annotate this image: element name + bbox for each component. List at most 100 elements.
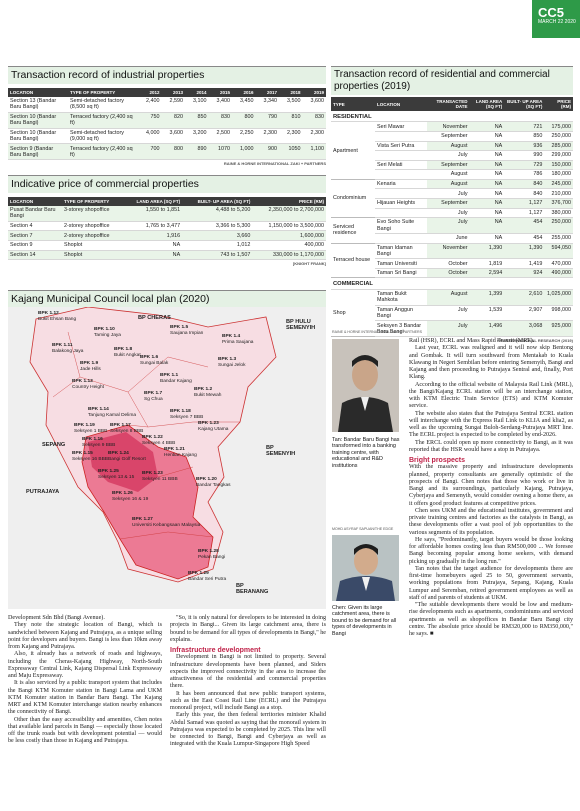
- map-zone-label: BPK 1.2 Bukit Mewah: [194, 387, 221, 398]
- industrial-value: 750: [138, 112, 162, 129]
- table-row: August NA 786 180,000: [331, 169, 573, 180]
- zone-name: Sungai Jelok: [218, 362, 246, 368]
- cp-location: Section 9: [8, 240, 62, 251]
- map-zone-label: BPK 1.29 Bandar Seri Putra: [188, 571, 226, 582]
- residential-date: September: [427, 198, 470, 209]
- table-row: Section 9 Shoplot NA 1,012 400,000: [8, 240, 326, 251]
- cp-price: 400,000: [252, 240, 326, 251]
- zone-name: Seksyen 7 BBB: [170, 414, 204, 420]
- residential-land: 1,399: [469, 289, 505, 306]
- cp-built: 3,660: [182, 230, 253, 241]
- zone-code: BPK 1.12: [38, 311, 59, 316]
- zone-code: BPK 1.22: [142, 435, 163, 440]
- industrial-value: 1070: [208, 143, 232, 161]
- residential-price: 998,000: [544, 305, 573, 322]
- paragraph: Also, it already has a network of roads …: [8, 651, 162, 679]
- residential-price: 490,000: [544, 268, 573, 279]
- industrial-value: 850: [185, 112, 209, 129]
- zone-name: Seksyen 11 BBB: [142, 476, 178, 482]
- map-zone-label: BPK 1.19 Seksyen 1 BBB: [74, 423, 107, 434]
- zone-code: BPK 1.14: [88, 407, 109, 412]
- residential-date: July: [427, 320, 470, 338]
- commercial-section-row-label: COMMERCIAL: [331, 277, 573, 290]
- district-cheras: BP CHERAS: [138, 315, 171, 321]
- industrial-value: 1,000: [232, 143, 256, 161]
- zone-name: Sungai Balak: [140, 360, 169, 366]
- residential-date: July: [427, 208, 470, 219]
- paragraph: With the massive property and infrastruc…: [409, 464, 573, 507]
- residential-land: NA: [469, 217, 505, 234]
- table-row: September NA 850 250,000: [331, 131, 573, 142]
- residential-date: June: [427, 233, 470, 244]
- map-zone-label: BPK 1.18 Seksyen 7 BBB: [170, 409, 203, 420]
- residential-land: NA: [469, 198, 505, 209]
- article-column-1: Development Sdn Bhd (Bangi Avenue). They …: [8, 615, 162, 746]
- cp-land: 1,550 to 1,851: [123, 206, 183, 222]
- map-zone-label: BPK 1.27 Universiti Kebangsaan Malaysia: [132, 517, 200, 528]
- table-row: Section 10 (Bandar Baru Bangi) Terraced f…: [8, 112, 326, 129]
- residential-date: August: [427, 141, 470, 152]
- residential-location: Taman Bukit Mahkota: [375, 289, 427, 306]
- residential-land: NA: [469, 169, 505, 180]
- residential-built: 2,907: [504, 305, 545, 322]
- cp-type: Shoplot: [62, 240, 124, 251]
- table-row: Seksyen 3 Bandar Baru Bangi July 1,496 3,06…: [331, 320, 573, 338]
- table-row: Section 9 (Bandar Baru Bangi) Terraced fa…: [8, 143, 326, 161]
- map-zone-label: BPK 1.11 Balakong Jaya: [52, 343, 83, 354]
- map-zone-label: BPK 1.10 Taming Jaya: [94, 327, 121, 338]
- zone-code: BPK 1.15: [72, 451, 93, 456]
- residential-header-cell: LAND AREA (SQ FT): [469, 97, 505, 111]
- zone-code: BPK 1.27: [132, 517, 153, 522]
- cp-built: 3,366 to 5,300: [182, 221, 253, 232]
- industrial-type: Semi-detached factory (8,500 sq ft): [68, 97, 138, 113]
- residential-location: [375, 208, 427, 219]
- zone-name: Jade Hills: [80, 366, 101, 372]
- industrial-value: 800: [232, 112, 256, 129]
- zone-code: BPK 1.6: [140, 355, 159, 360]
- residential-header-cell: PRICE (RM): [544, 97, 573, 111]
- person-chen-icon: [332, 535, 399, 601]
- residential-land: NA: [469, 160, 505, 171]
- paragraph: He says, "Predominantly, target buyers w…: [409, 536, 573, 565]
- residential-date: August: [427, 289, 470, 306]
- paragraph: Development in Bangi is not limited to p…: [170, 654, 326, 690]
- cp-land: NA: [123, 250, 183, 261]
- industrial-type: Semi-detached factory (9,000 sq ft): [68, 128, 138, 145]
- industrial-header-cell: 2018: [279, 88, 303, 97]
- table-row: Section 10 (Bandar Baru Bangi) Semi-detac…: [8, 128, 326, 145]
- industrial-value: 830: [302, 112, 326, 129]
- zone-name: Seksyen 13 & 15: [98, 474, 135, 480]
- zone-code: BPK 1.7: [144, 391, 163, 396]
- residential-price: 299,000: [544, 150, 573, 161]
- residential-built: 1,419: [504, 258, 545, 269]
- photo-chen: [332, 535, 399, 601]
- table-row: Taman Universiti October 1,819 1,419 470,000: [331, 258, 573, 269]
- residential-location: [375, 188, 427, 199]
- map-zone-label: BPK 1.1 Bandar Kajang: [160, 373, 192, 384]
- residential-location: Seksyen 3 Bandar Baru Bangi: [375, 320, 427, 338]
- map-zone-label: BPK 1.21 Hentian Kajang: [164, 447, 197, 458]
- industrial-value: 3,600: [161, 128, 185, 145]
- zone-code: BPK 1.10: [94, 327, 115, 332]
- commercial-price-table: LOCATION TYPE OF PROPERTY LAND AREA (SQ FT…: [8, 197, 326, 261]
- table-row: July NA 990 299,000: [331, 150, 573, 161]
- residential-date: July: [427, 305, 470, 322]
- residential-date: September: [427, 131, 470, 142]
- cp-type: Shoplot: [62, 250, 124, 261]
- map-zone-label: BPK 1.24 Bangi Golf Resort: [108, 451, 146, 462]
- paragraph: Chen sees UKM and the educational instit…: [409, 507, 573, 536]
- table-row: Section 4 2-storey shopoffice 1,765 to 3,4…: [8, 221, 326, 232]
- residential-type: Apartment: [331, 121, 375, 180]
- industrial-value: 1050: [279, 143, 303, 161]
- residential-price: 594,050: [544, 243, 573, 260]
- residential-type: Terraced house: [331, 243, 375, 279]
- residential-built: 990: [504, 150, 545, 161]
- page-code: CC5: [538, 5, 565, 20]
- zone-name: Saujana Impian: [170, 330, 204, 336]
- map-zone-label: BPK 1.3 Sungai Jelok: [218, 357, 245, 368]
- map-zone-label: BPK 1.14 Tanjung Kamal Delima: [88, 407, 136, 418]
- table-row: Condominium Kenaria August NA 840 245,000: [331, 179, 573, 219]
- zone-name: Bangi Golf Resort: [108, 456, 146, 462]
- table-row: Seri Melati September NA 729 150,000: [331, 160, 573, 171]
- table-row: Pusat Bandar Baru Bangi 3-storey shopoffi…: [8, 206, 326, 222]
